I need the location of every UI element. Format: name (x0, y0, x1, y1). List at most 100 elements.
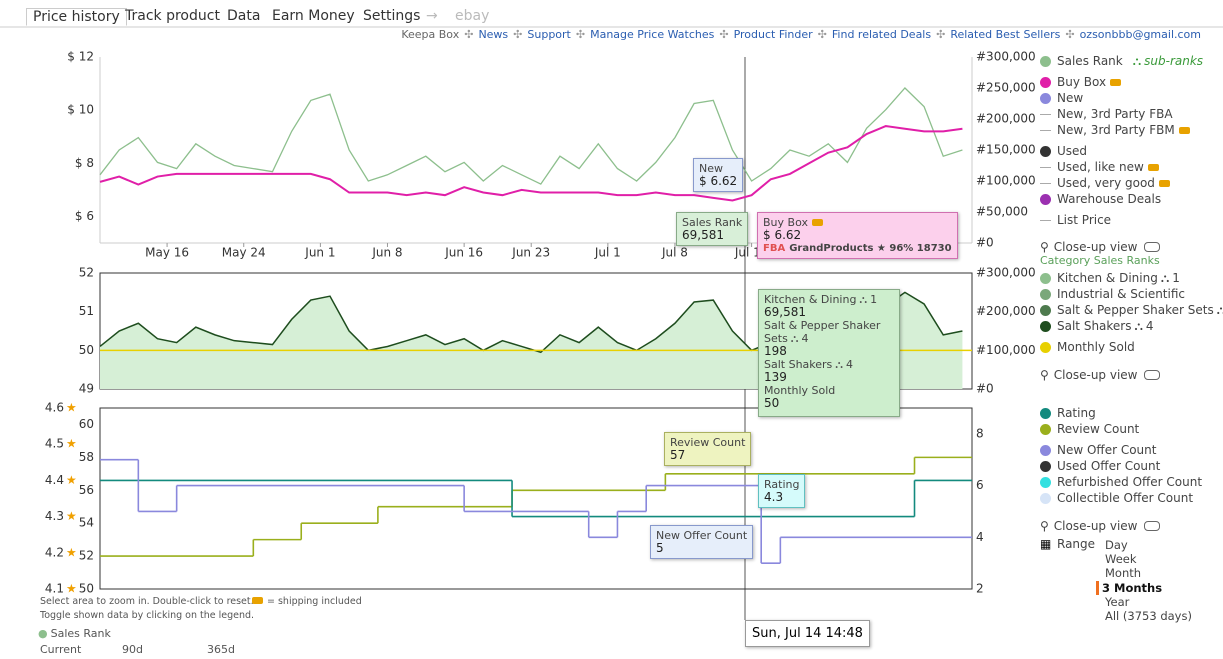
legend-label[interactable]: Used (1057, 144, 1088, 158)
legend-item[interactable]: ⚲ Close-up view (1040, 518, 1160, 534)
y-tick-label: 60 (79, 417, 94, 431)
tab[interactable]: → (426, 8, 438, 24)
tab[interactable]: Track product (125, 8, 220, 24)
y2-tick-label: 2 (976, 582, 984, 596)
range-option[interactable]: All (3753 days) (1105, 609, 1192, 623)
legend-label[interactable]: Used, very good (1057, 176, 1155, 190)
tab[interactable]: Data (227, 8, 261, 24)
legend-item[interactable]: Used, like new (1040, 159, 1159, 175)
legend-label[interactable]: Collectible Offer Count (1057, 491, 1194, 505)
legend-dot (1040, 423, 1051, 435)
legend-item[interactable]: Warehouse Deals (1040, 191, 1161, 207)
legend-label[interactable]: Monthly Sold (1057, 340, 1135, 354)
tooltip-line: 4.3 (764, 490, 784, 504)
toggle (1143, 521, 1160, 531)
legend-item[interactable]: Collectible Offer Count (1040, 490, 1193, 506)
legend-item[interactable]: Salt Shakers ⛬ 4 (1040, 318, 1154, 334)
legend-item[interactable]: Refurbished Offer Count (1040, 474, 1202, 490)
legend-item[interactable]: New, 3rd Party FBA (1040, 106, 1173, 122)
legend-label[interactable]: New, 3rd Party FBM (1057, 123, 1175, 137)
tab[interactable]: ebay (455, 8, 490, 24)
y-tick-label: 52 (79, 549, 94, 563)
separator: ✣ (719, 28, 729, 41)
sub-rank-icon: ⛬ (1132, 53, 1142, 68)
legend-label[interactable]: Rating (1057, 406, 1096, 420)
star-icon: ★ (66, 473, 77, 487)
range-option[interactable]: Week (1105, 552, 1137, 567)
cursor-time: Sun, Jul 14 14:48 (745, 620, 870, 647)
legend-label[interactable]: Warehouse Deals (1057, 192, 1162, 206)
legend-item[interactable]: Used (1040, 143, 1087, 159)
range-option[interactable]: Month (1105, 566, 1142, 581)
tooltip: New $ 6.62 (693, 158, 744, 192)
link[interactable]: Product Finder (733, 28, 813, 41)
legend-label[interactable]: Refurbished Offer Count (1057, 475, 1203, 489)
separator: ✣ (817, 28, 827, 41)
tooltip-line: 69,581 (764, 305, 806, 319)
range-option[interactable]: Day (1105, 538, 1128, 552)
legend-item[interactable]: Industrial & Scientific (1040, 286, 1185, 302)
rating-tick-label: 4.5 (45, 437, 64, 451)
dot: ● (38, 627, 48, 640)
legend-item[interactable]: ⚲ Close-up view (1040, 367, 1160, 383)
legend-item[interactable]: ⚲ Close-up view (1040, 239, 1160, 255)
link[interactable]: Support (527, 28, 571, 41)
legend-label[interactable]: Close-up view (1053, 519, 1138, 533)
star-icon: ★ (66, 509, 77, 523)
legend-item[interactable]: New, 3rd Party FBM (1040, 122, 1190, 138)
legend-dot (1040, 304, 1051, 316)
link[interactable]: Manage Price Watches (590, 28, 715, 41)
tooltip: New Offer Count 5 (650, 525, 754, 559)
legend-item[interactable]: Rating (1040, 405, 1096, 421)
legend-item[interactable]: New (1040, 90, 1083, 106)
tab[interactable]: Earn Money (272, 8, 355, 24)
legend-item[interactable]: Used Offer Count (1040, 458, 1160, 474)
legend-item[interactable]: Category Sales Ranks (1040, 252, 1160, 268)
rank-icon: ⛬ (790, 332, 799, 345)
tooltip: Kitchen & Dining ⛬ 1 69,581 Salt & Pepper Sh… (758, 289, 900, 417)
range-option[interactable]: 3 Months (1096, 580, 1162, 595)
rating-tick-label: 4.6 (45, 401, 64, 415)
link[interactable]: Related Best Sellers (950, 28, 1061, 41)
legend-label[interactable]: Close-up view (1053, 240, 1138, 254)
legend-item[interactable]: Buy Box (1040, 74, 1122, 90)
legend-label[interactable]: Category Sales Ranks (1040, 253, 1160, 267)
y2-tick-label: #100,000 (976, 343, 1036, 357)
column-header: Current (40, 643, 82, 656)
link[interactable]: Keepa Box (401, 28, 460, 41)
legend-item[interactable]: List Price (1040, 212, 1111, 228)
legend-item[interactable]: Used, very good (1040, 175, 1170, 191)
legend-label[interactable]: Salt Shakers (1057, 319, 1132, 333)
legend-item[interactable]: New Offer Count (1040, 442, 1156, 458)
legend-item[interactable]: Salt & Pepper Shaker Sets⛬4 (1040, 302, 1223, 318)
legend-label[interactable]: New Offer Count (1057, 443, 1157, 457)
y2-tick-label: #100,000 (976, 174, 1036, 188)
legend-label[interactable]: Salt & Pepper Shaker Sets (1057, 303, 1214, 317)
legend-label[interactable]: Used, like new (1057, 160, 1144, 174)
legend-item[interactable]: Review Count (1040, 421, 1139, 437)
legend-label[interactable]: Used Offer Count (1057, 459, 1161, 473)
legend-label[interactable]: Kitchen & Dining (1057, 271, 1158, 285)
legend-item[interactable]: Kitchen & Dining ⛬ 1 (1040, 270, 1180, 286)
rank: 1 (1172, 271, 1180, 285)
legend-label[interactable]: List Price (1057, 213, 1112, 227)
tooltip-line: 5 (656, 541, 664, 555)
zoom-icon: ⚲ (1040, 368, 1049, 382)
legend-label[interactable]: Sales Rank (1057, 54, 1123, 68)
link[interactable]: ozsonbbb@gmail.com (1079, 28, 1201, 41)
legend-label[interactable]: Buy Box (1057, 75, 1107, 89)
separator: ✣ (936, 28, 946, 41)
legend-label[interactable]: Review Count (1057, 422, 1140, 436)
tab[interactable]: Settings (363, 8, 421, 24)
link[interactable]: News (478, 28, 509, 41)
legend-label[interactable]: New (1057, 91, 1084, 105)
legend-item[interactable]: Monthly Sold (1040, 339, 1135, 355)
link[interactable]: Find related Deals (831, 28, 932, 41)
tab[interactable]: Price history (26, 8, 127, 26)
range-option[interactable]: Year (1105, 594, 1130, 609)
legend-label[interactable]: New, 3rd Party FBA (1057, 107, 1173, 121)
rank-icon: ⛬ (1134, 318, 1143, 333)
legend-item[interactable]: Sales Rank ⛬ sub-ranks (1040, 53, 1203, 69)
legend-label[interactable]: Industrial & Scientific (1057, 287, 1185, 301)
legend-label[interactable]: Close-up view (1053, 368, 1138, 382)
